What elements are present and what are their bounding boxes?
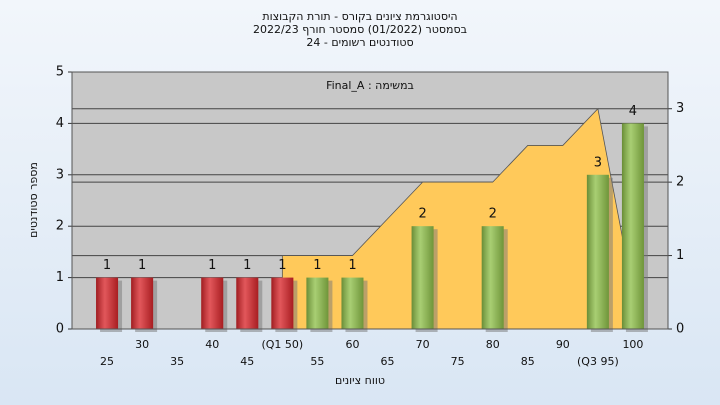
y-tick-label: 0 xyxy=(56,322,64,337)
x-tick-label: 65 xyxy=(381,355,395,368)
y-tick-label: 5 xyxy=(56,65,64,80)
bar-shade xyxy=(621,123,644,330)
x-tick-label: (Q1 50) xyxy=(261,338,303,351)
y-tick-label: 4 xyxy=(56,116,64,131)
x-tick-label: 55 xyxy=(310,355,324,368)
x-tick-label: 70 xyxy=(416,338,430,351)
data-label: 1 xyxy=(208,258,216,273)
bar-shade xyxy=(201,277,224,329)
bar-shade xyxy=(131,277,154,329)
chart-title: היסטוגרמת ציונים בקורס - תורת הקבוצות xyxy=(262,10,457,23)
y2-tick-label: 2 xyxy=(676,175,684,190)
data-label: 1 xyxy=(278,258,286,273)
data-label: 4 xyxy=(629,104,637,119)
bar-shade xyxy=(96,277,119,329)
x-tick-label: 75 xyxy=(451,355,465,368)
data-label: 1 xyxy=(243,258,251,273)
y2-tick-label: 3 xyxy=(676,101,684,116)
bar-shade xyxy=(481,226,504,329)
data-label: 3 xyxy=(594,155,602,170)
bar-shade xyxy=(271,277,294,329)
x-tick-label: 35 xyxy=(170,355,184,368)
y-tick-label: 3 xyxy=(56,167,64,182)
data-label: 2 xyxy=(489,207,497,222)
bar-shade xyxy=(236,277,259,329)
x-tick-label: 30 xyxy=(135,338,149,351)
annotation: במשימה : Final_A xyxy=(326,79,414,92)
bar-shade xyxy=(341,277,364,329)
data-label: 1 xyxy=(313,258,321,273)
data-label: 1 xyxy=(348,258,356,273)
y2-tick-label: 0 xyxy=(676,322,684,337)
y-tick-label: 2 xyxy=(56,219,64,234)
x-tick-label: 40 xyxy=(205,338,219,351)
chart-subtitle: בסמסטר (01/2022) סמסטר חורף 2022/23 xyxy=(253,23,467,36)
x-tick-label: (Q3 95) xyxy=(577,355,619,368)
y2-tick-label: 1 xyxy=(676,248,684,263)
data-label: 2 xyxy=(418,207,426,222)
bar-shade xyxy=(586,174,609,329)
plot-border xyxy=(71,71,669,330)
x-axis-title: טווח ציונים xyxy=(335,374,385,387)
data-label: 1 xyxy=(103,258,111,273)
chart-subtitle: סטודנטים רשומים - 24 xyxy=(306,36,413,49)
bar-shade xyxy=(306,277,329,329)
x-tick-label: 90 xyxy=(556,338,570,351)
x-tick-label: 100 xyxy=(622,338,643,351)
y-axis-title: מספר סטודנטים xyxy=(27,162,40,238)
x-tick-label: 25 xyxy=(100,355,114,368)
bar-shade xyxy=(411,226,434,329)
x-tick-label: 60 xyxy=(345,338,359,351)
x-tick-label: 80 xyxy=(486,338,500,351)
x-tick-label: 45 xyxy=(240,355,254,368)
y-tick-label: 1 xyxy=(56,270,64,285)
x-tick-label: 85 xyxy=(521,355,535,368)
data-label: 1 xyxy=(138,258,146,273)
